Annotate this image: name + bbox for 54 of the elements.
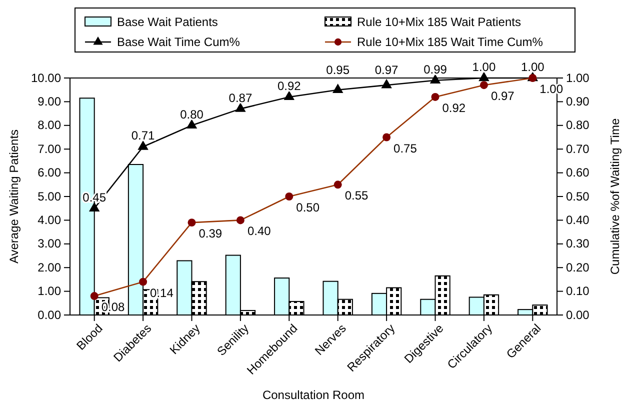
legend-label: Rule 10+Mix 185 Wait Time Cum%	[357, 35, 544, 49]
y2-tick-label: 0.20	[566, 260, 590, 274]
data-label: 0.71	[131, 128, 156, 143]
legend-label: Base Wait Time Cum%	[117, 35, 240, 49]
y-tick-label: 7.00	[38, 142, 62, 156]
data-label: 0.87	[228, 90, 252, 105]
y-tick-label: 5.00	[38, 189, 62, 204]
y-tick-label: 9.00	[38, 94, 62, 109]
y-tick-label: 2.00	[38, 260, 62, 274]
y2-tick-label: 0.50	[566, 189, 590, 204]
data-label: 0.95	[326, 63, 350, 77]
y2-tick-label: 0.10	[566, 284, 590, 298]
y-tick-label: 4.00	[38, 213, 62, 228]
point	[138, 140, 148, 150]
y2-tick-label: 0.00	[566, 308, 590, 322]
point	[88, 202, 100, 212]
point	[284, 90, 295, 100]
data-label: 1.00	[520, 60, 545, 74]
data-label: 0.97	[490, 89, 515, 104]
point	[430, 74, 441, 84]
y-tick-label: 6.00	[38, 166, 62, 180]
y-tick-label: 3.00	[38, 236, 62, 251]
y2-tick-label: 0.60	[566, 166, 590, 180]
data-label: 0.99	[424, 62, 448, 76]
data-label: 0.40	[247, 224, 272, 238]
y2-tick-label: 0.80	[566, 118, 590, 132]
y-tick-label: 10.00	[30, 70, 62, 85]
data-label: 0.75	[394, 141, 418, 156]
point	[235, 102, 246, 112]
data-label: 0.55	[344, 188, 369, 203]
data-label: 0.92	[277, 78, 302, 93]
y2-tick-label: 0.40	[566, 213, 590, 228]
y2-tick-label: 0.30	[566, 236, 590, 251]
data-label: 0.80	[180, 107, 204, 122]
data-label: 0.97	[374, 63, 399, 77]
data-label: 0.92	[442, 100, 466, 115]
y2-axis-title: Cumulative %of Waiting Time	[608, 118, 622, 275]
y-tick-label: 1.00	[38, 284, 62, 298]
point	[332, 84, 344, 93]
data-label: 0.50	[296, 200, 320, 214]
data-label: 1.00	[472, 60, 496, 74]
point	[478, 72, 490, 82]
legend-label: Base Wait Patients	[117, 15, 218, 29]
point	[381, 78, 392, 88]
y2-tick-label: 1.00	[566, 70, 590, 85]
y-axis-title: Average Waiting Patients	[7, 129, 21, 264]
y-tick-label: 8.00	[38, 118, 62, 132]
y2-tick-label: 0.70	[566, 142, 590, 156]
x-axis-title: Consultation Room	[262, 388, 365, 402]
y2-tick-label: 0.90	[566, 94, 590, 109]
legend-label: Rule 10+Mix 185 Wait Patients	[357, 15, 521, 29]
point	[186, 119, 198, 128]
data-label: 0.39	[198, 226, 222, 241]
y-tick-label: 0.00	[38, 308, 62, 322]
